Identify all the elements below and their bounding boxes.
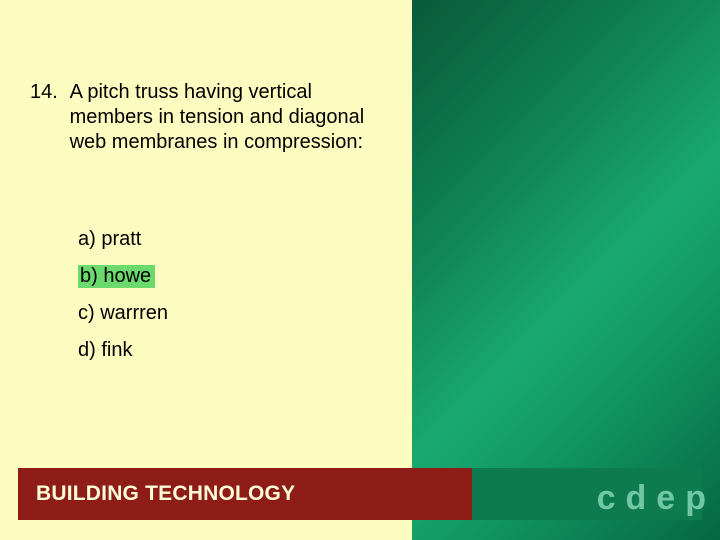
option-c: c) warrren bbox=[78, 302, 168, 325]
logo: cdep bbox=[597, 479, 706, 518]
right-panel bbox=[412, 0, 720, 540]
footer-bar-maroon: BUILDING TECHNOLOGY bbox=[18, 468, 472, 520]
options-list: a) pratt b) howe c) warrren d) fink bbox=[78, 228, 168, 376]
option-b-text: b) howe bbox=[78, 265, 155, 288]
slide: 14. A pitch truss having vertical member… bbox=[0, 0, 720, 540]
logo-text: cdep bbox=[597, 479, 706, 517]
option-c-text: c) warrren bbox=[78, 302, 168, 324]
option-b: b) howe bbox=[78, 265, 168, 288]
option-a: a) pratt bbox=[78, 228, 168, 251]
footer-title: BUILDING TECHNOLOGY bbox=[36, 482, 295, 506]
question-text: A pitch truss having vertical members in… bbox=[70, 80, 380, 155]
option-d-text: d) fink bbox=[78, 339, 132, 361]
option-a-text: a) pratt bbox=[78, 228, 141, 250]
question-block: 14. A pitch truss having vertical member… bbox=[30, 80, 390, 155]
option-d: d) fink bbox=[78, 339, 168, 362]
question-number: 14. bbox=[30, 80, 64, 105]
